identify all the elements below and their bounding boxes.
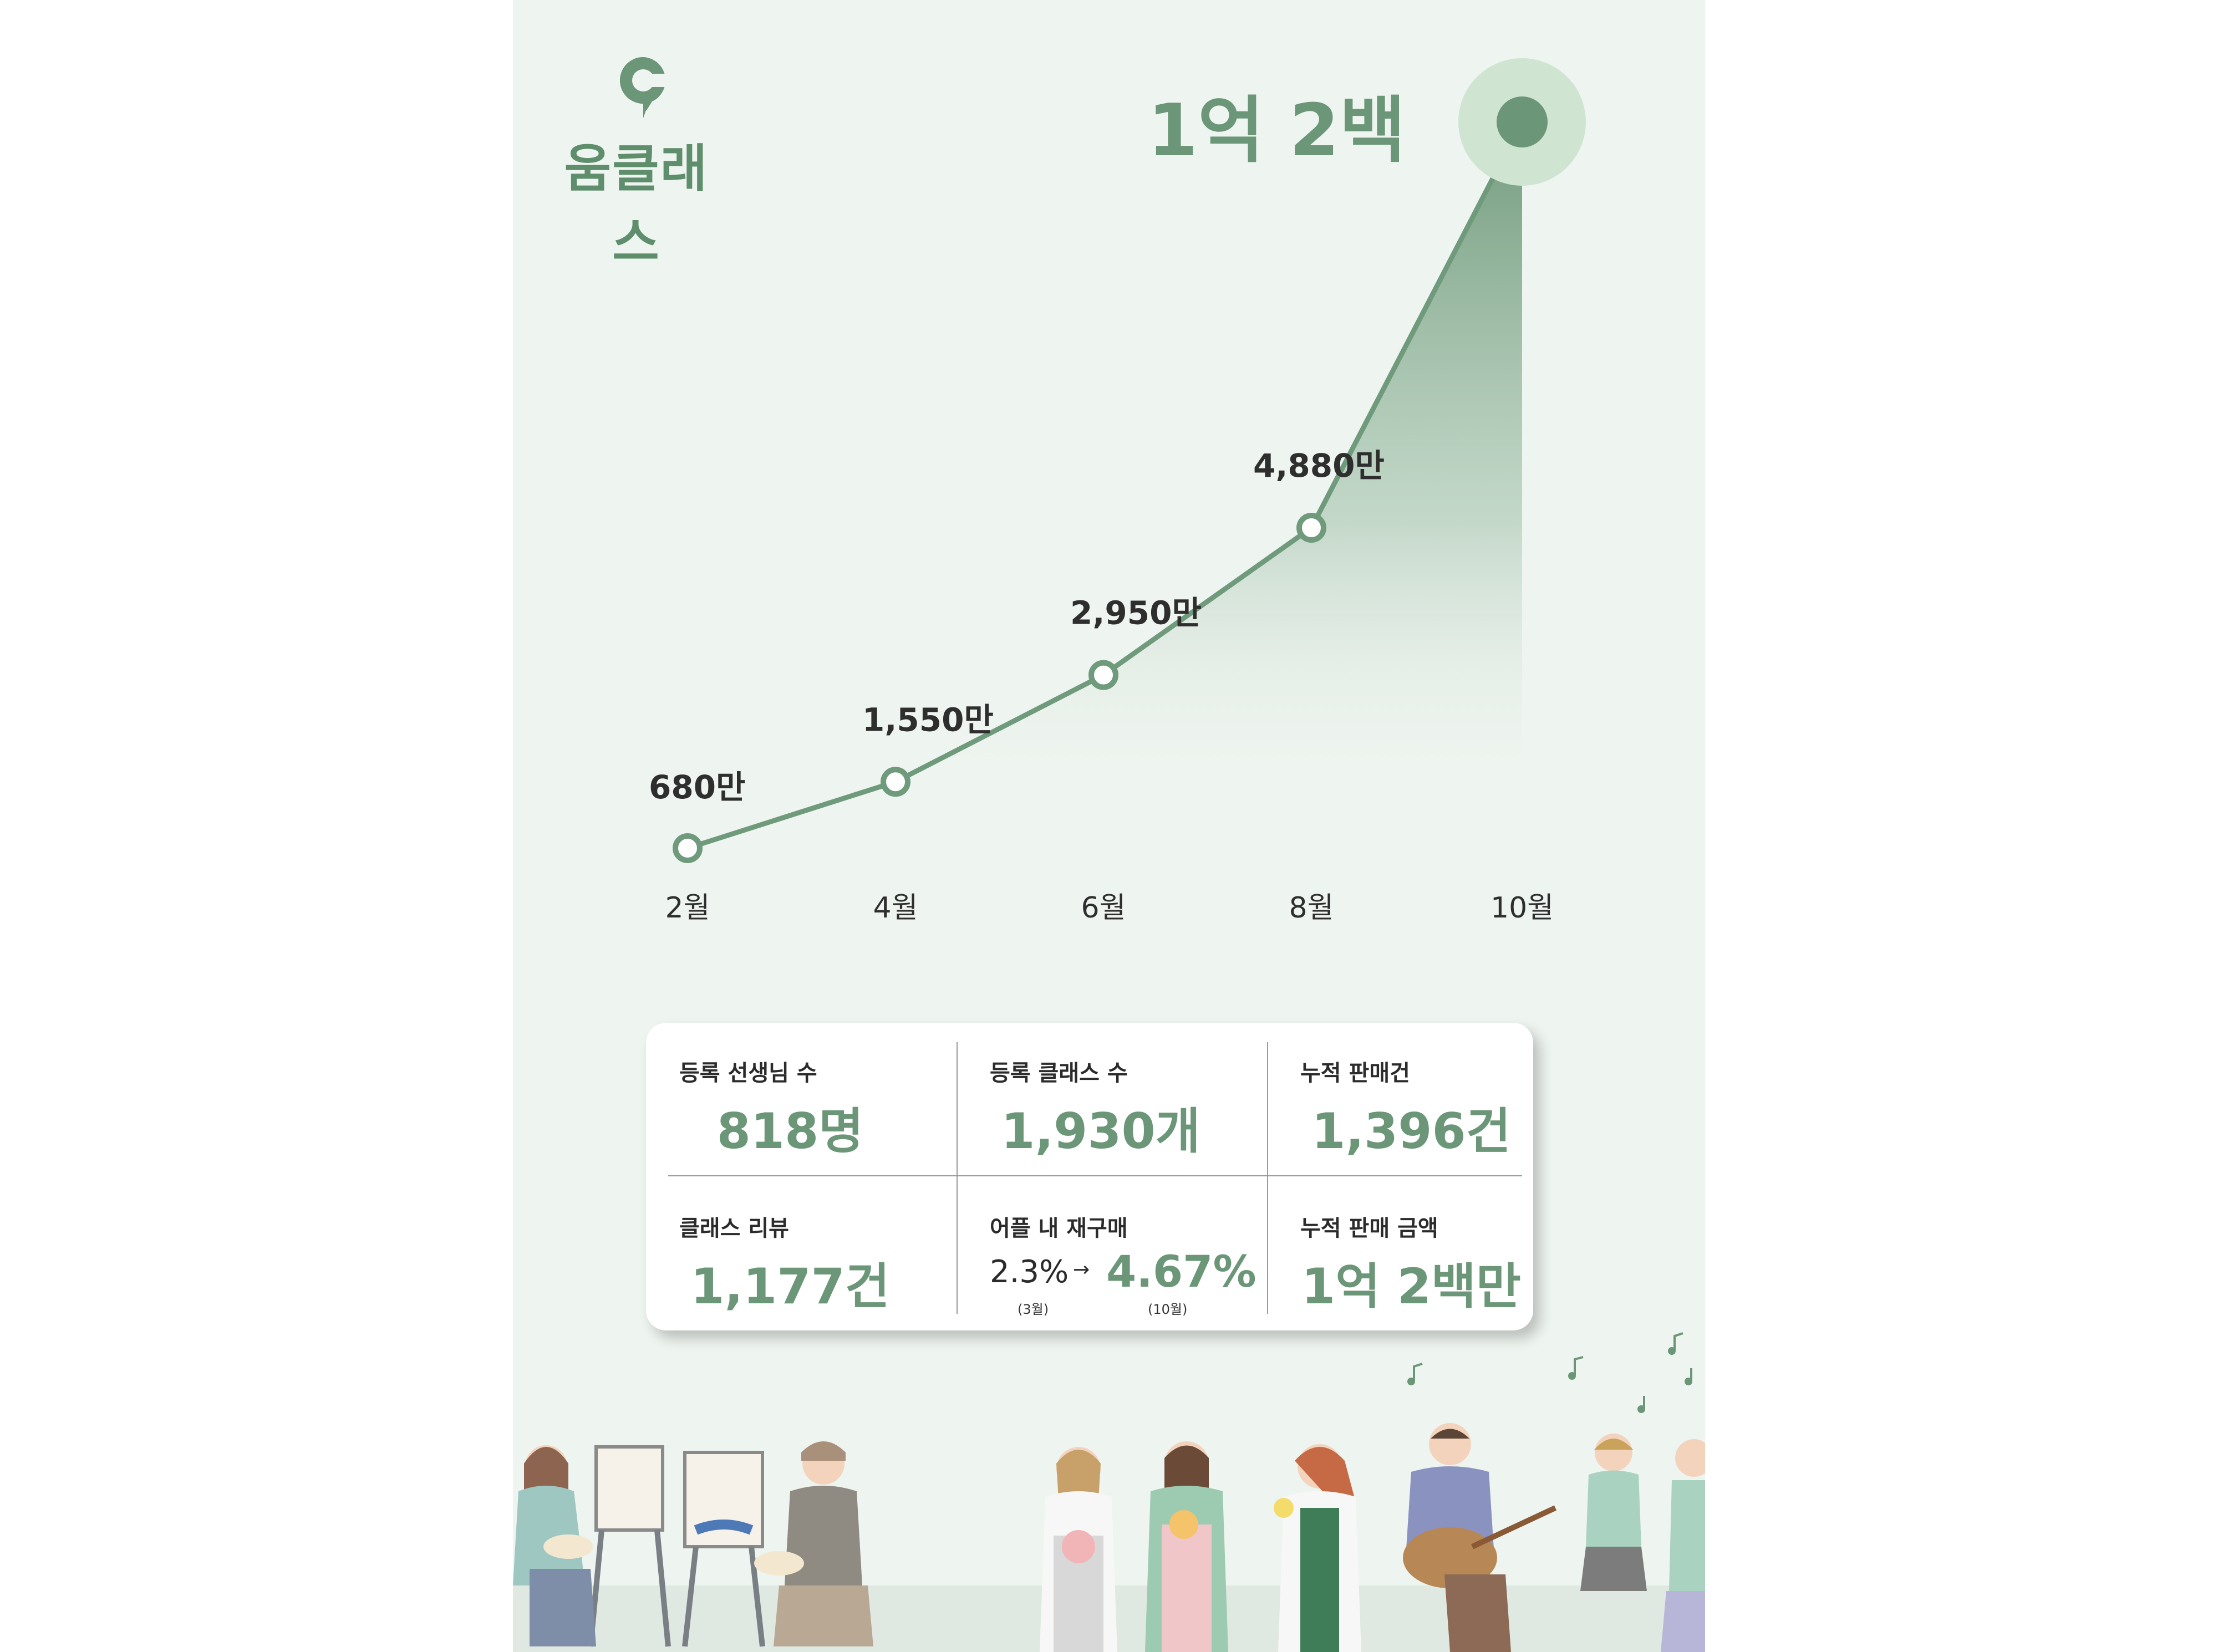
- stat-value: 818명: [716, 1103, 864, 1160]
- stat-label: 등록 클래스 수: [990, 1060, 1128, 1086]
- c-location-pin-icon: [620, 57, 670, 118]
- stat-classes: 등록 클래스 수 1,930개: [957, 1023, 1245, 1170]
- revenue-line-chart: 680만 1,550만 2,950만 4,880만 1억 2백 2월 4월 6월 8월 10월: [649, 58, 1586, 925]
- florist-women-illustration: [1040, 1441, 1361, 1652]
- repurchase-to-note: (10월): [1148, 1302, 1188, 1317]
- stat-reviews: 클래스 리뷰 1,177건: [646, 1178, 934, 1325]
- x-tick-label: 8월: [1289, 891, 1334, 925]
- stat-value: 1,396건: [1311, 1103, 1511, 1160]
- brand-logo: 움클래스: [563, 53, 710, 272]
- x-tick-label: 6월: [1081, 891, 1126, 925]
- chart-area-fill: [896, 122, 1522, 787]
- stat-label: 누적 판매건: [1300, 1060, 1410, 1086]
- chart-data-label: 2,950만: [1070, 594, 1202, 632]
- stat-teachers: 등록 선생님 수 818명: [646, 1023, 934, 1170]
- stat-value: 1,177건: [690, 1258, 890, 1315]
- repurchase-from: 2.3%: [990, 1254, 1069, 1290]
- stats-vertical-divider: [957, 1042, 958, 1314]
- repurchase-from-note: (3월): [1018, 1302, 1049, 1317]
- poster: 움클래스 680만 1,550만 2,950만 4,880만 1억 2백 2월 4월 6월 8월…: [513, 0, 1705, 1652]
- painter-man-illustration: [682, 1441, 873, 1647]
- stat-label: 등록 선생님 수: [679, 1060, 817, 1086]
- stat-label: 어플 내 재구매: [990, 1216, 1128, 1241]
- repurchase-to: 4.67%: [1106, 1247, 1256, 1297]
- chart-data-label: 1,550만: [862, 701, 994, 738]
- stat-total-sales: 누적 판매 금액 1억 2백만: [1267, 1178, 1555, 1325]
- stats-horizontal-divider: [668, 1175, 1522, 1176]
- stat-label: 클래스 리뷰: [679, 1216, 789, 1241]
- musicians-illustration: [1403, 1423, 1705, 1652]
- stat-value: 1,930개: [1001, 1103, 1200, 1160]
- stat-sales-count: 누적 판매건 1,396건: [1267, 1023, 1555, 1170]
- arrow-right-icon: →: [1073, 1258, 1090, 1281]
- repurchase-change: 2.3% → 4.67% (3월) (10월): [957, 1247, 1256, 1319]
- stat-repurchase: 어플 내 재구매 2.3% → 4.67% (3월) (10월): [957, 1178, 1256, 1325]
- chart-data-label: 680만: [649, 768, 745, 806]
- stat-value: 1억 2백만: [1301, 1258, 1521, 1315]
- painter-woman-illustration: [513, 1445, 671, 1647]
- chart-data-label: 4,880만: [1253, 447, 1385, 485]
- chart-point: [1296, 513, 1326, 543]
- chart-point: [673, 833, 703, 863]
- chart-point: [881, 767, 910, 797]
- stats-card: 등록 선생님 수 818명 등록 클래스 수 1,930개 누적 판매건 1,3…: [646, 1023, 1533, 1330]
- stats-vertical-divider: [1267, 1042, 1268, 1314]
- people-doing-hobby-classes-illustration: [513, 1332, 1705, 1652]
- chart-point-highlight: [1497, 96, 1548, 147]
- x-tick-label: 4월: [873, 891, 918, 925]
- x-tick-label: 2월: [665, 891, 710, 925]
- x-tick-label: 10월: [1490, 891, 1554, 925]
- brand-name: 움클래스: [564, 139, 709, 272]
- music-note-icons: [1407, 1332, 1692, 1413]
- stat-label: 누적 판매 금액: [1300, 1216, 1438, 1241]
- chart-data-label-highlight: 1억 2백: [1148, 88, 1406, 172]
- chart-point: [1088, 660, 1118, 690]
